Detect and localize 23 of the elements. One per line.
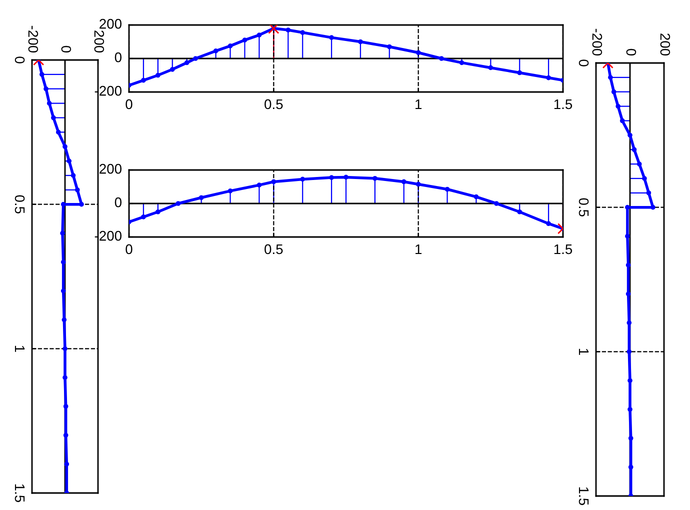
y-tick-label: 0.5	[578, 198, 589, 216]
y-tick-label: 0	[114, 197, 122, 208]
x-tick-label: 1.5	[554, 99, 572, 110]
x-tick-label: 0.5	[264, 99, 283, 110]
x-tick-label: 0	[126, 99, 132, 110]
x-tick-label: 0	[626, 48, 636, 56]
x-tick-label: 1	[416, 99, 422, 110]
y-tick-label: 0	[14, 56, 25, 64]
x-tick-label: 0.5	[264, 244, 283, 254]
y-tick-label: 0	[578, 60, 589, 66]
y-tick-label: 1.5	[578, 487, 589, 506]
y-tick-label: 200	[100, 18, 122, 29]
y-tick-label: 1	[578, 348, 589, 355]
y-tick-label: 1.5	[14, 484, 25, 502]
x-tick-label: 200	[660, 34, 670, 56]
x-tick-label: 0	[61, 46, 72, 53]
y-tick-label: 200	[100, 164, 122, 174]
x-tick-label: 1.5	[554, 244, 572, 254]
y-tick-label: 0.5	[14, 195, 25, 214]
y-tick-label: 1	[14, 346, 25, 352]
x-tick-label: 1	[416, 244, 422, 254]
x-tick-label: 0	[126, 244, 132, 254]
y-tick-label: 0	[114, 52, 122, 62]
